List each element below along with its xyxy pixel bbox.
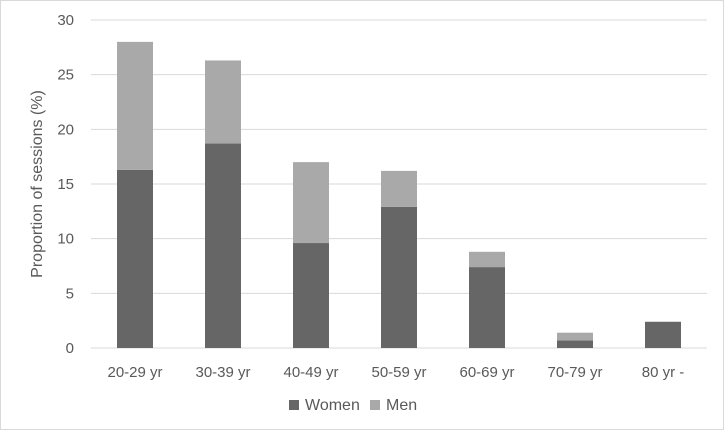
x-tick-label: 80 yr - xyxy=(642,364,685,381)
bar-men xyxy=(557,332,593,341)
x-tick-label: 20-29 yr xyxy=(107,364,162,381)
x-tick-label: 40-49 yr xyxy=(283,364,338,381)
bar-women xyxy=(205,143,241,348)
x-tick-label: 60-69 yr xyxy=(459,364,514,381)
bar-women xyxy=(293,243,329,348)
bar-women xyxy=(557,340,593,348)
y-tick-labels: 0 5 10 15 20 25 30 xyxy=(57,12,74,357)
y-tick-label: 25 xyxy=(57,67,74,84)
y-tick-label: 30 xyxy=(57,12,74,29)
x-tick-label: 50-59 yr xyxy=(371,364,426,381)
x-tick-label: 30-39 yr xyxy=(195,364,250,381)
y-tick-label: 15 xyxy=(57,176,74,193)
bar-women xyxy=(381,206,417,348)
x-tick-label: 70-79 yr xyxy=(547,364,602,381)
bar-men xyxy=(469,251,505,268)
bar-women xyxy=(645,321,681,348)
bar-men xyxy=(117,41,153,170)
legend-label-women: Women xyxy=(305,397,360,414)
bars xyxy=(117,41,681,348)
bar-men xyxy=(381,170,417,207)
legend-swatch-women xyxy=(289,400,299,410)
legend-label-men: Men xyxy=(386,397,417,414)
bar-men xyxy=(293,162,329,244)
bar-women xyxy=(469,267,505,348)
y-axis-label: Proportion of sessions (%) xyxy=(29,90,46,278)
y-tick-label: 10 xyxy=(57,231,74,248)
x-tick-labels: 20-29 yr 30-39 yr 40-49 yr 50-59 yr 60-69 yr… xyxy=(107,364,684,381)
bar-men xyxy=(205,60,241,144)
legend: Women Men xyxy=(289,397,417,414)
y-tick-label: 20 xyxy=(57,121,74,138)
y-tick-label: 5 xyxy=(66,285,74,302)
y-tick-label: 0 xyxy=(66,340,74,357)
bar-women xyxy=(117,169,153,348)
legend-swatch-men xyxy=(370,400,380,410)
